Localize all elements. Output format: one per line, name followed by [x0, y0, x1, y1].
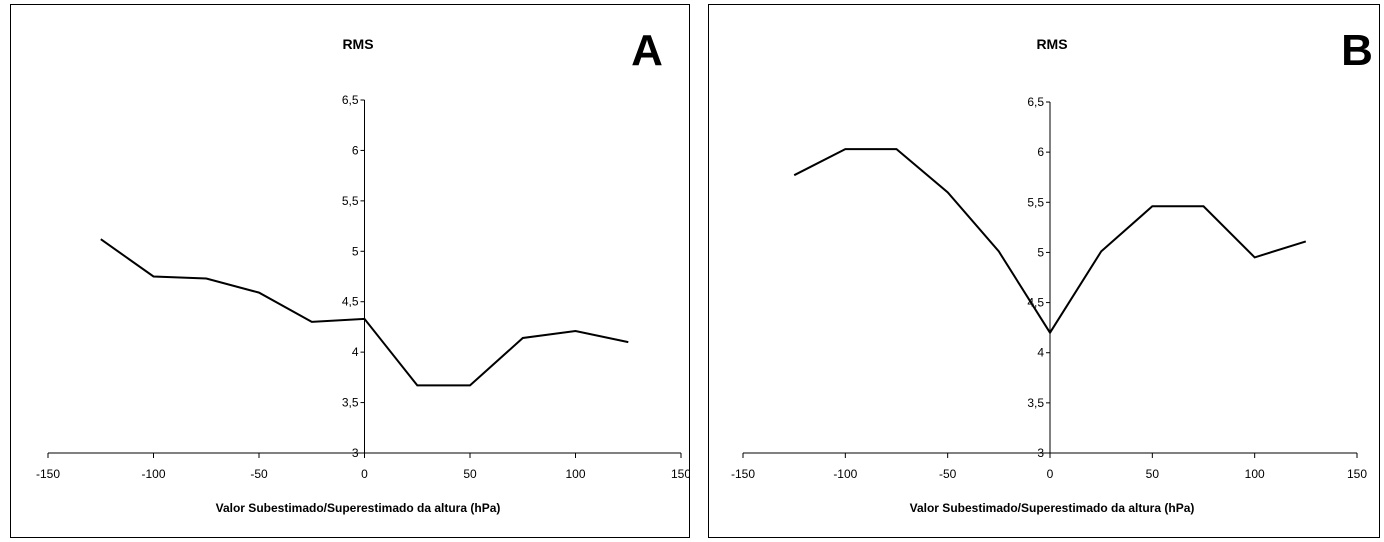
y-tick-label: 3: [1037, 446, 1044, 460]
x-tick-label: 0: [1047, 467, 1054, 481]
y-tick-label: 3,5: [1027, 396, 1044, 410]
panel-letter: B: [1341, 26, 1373, 75]
x-tick-label: -50: [250, 467, 268, 481]
rms-series-line: [100, 238, 629, 387]
y-tick-label: 6,5: [1027, 95, 1044, 109]
x-tick-label: 50: [463, 467, 477, 481]
chart-panel-a: RMS A Valor Subestimado/Superestimado da…: [10, 4, 690, 538]
x-axis-label: Valor Subestimado/Superestimado da altur…: [216, 501, 501, 515]
x-tick-label: 150: [1347, 467, 1367, 481]
y-tick-label: 4: [352, 345, 359, 359]
y-tick-label: 6,5: [342, 93, 359, 107]
y-tick-label: 5: [352, 244, 359, 258]
x-tick-label: -100: [833, 467, 857, 481]
y-tick-label: 3,5: [342, 396, 359, 410]
x-axis-label: Valor Subestimado/Superestimado da altur…: [910, 501, 1195, 515]
x-tick-label: 50: [1146, 467, 1160, 481]
x-tick-label: -150: [731, 467, 755, 481]
y-tick-label: 5,5: [1027, 195, 1044, 209]
chart-panel-b: RMS B Valor Subestimado/Superestimado da…: [708, 4, 1380, 538]
rms-chart-a: RMS A Valor Subestimado/Superestimado da…: [36, 26, 689, 515]
chart-title: RMS: [1036, 36, 1067, 52]
rms-series-line: [793, 148, 1307, 335]
chart-title: RMS: [342, 36, 373, 52]
x-tick-label: 100: [565, 467, 585, 481]
y-tick-label: 6: [1037, 145, 1044, 159]
panel-letter: A: [631, 26, 663, 75]
x-tick-label: 150: [671, 467, 689, 481]
y-tick-label: 4,5: [342, 295, 359, 309]
y-tick-label: 6: [352, 143, 359, 157]
y-tick-label: 3: [352, 446, 359, 460]
x-tick-label: -100: [141, 467, 165, 481]
x-tick-label: -50: [939, 467, 957, 481]
x-tick-label: 100: [1245, 467, 1265, 481]
x-tick-label: 0: [361, 467, 368, 481]
y-tick-label: 5,5: [342, 194, 359, 208]
y-tick-label: 4,5: [1027, 296, 1044, 310]
y-tick-label: 4: [1037, 346, 1044, 360]
y-tick-label: 5: [1037, 245, 1044, 259]
rms-chart-b: RMS B Valor Subestimado/Superestimado da…: [731, 26, 1373, 515]
x-tick-label: -150: [36, 467, 60, 481]
